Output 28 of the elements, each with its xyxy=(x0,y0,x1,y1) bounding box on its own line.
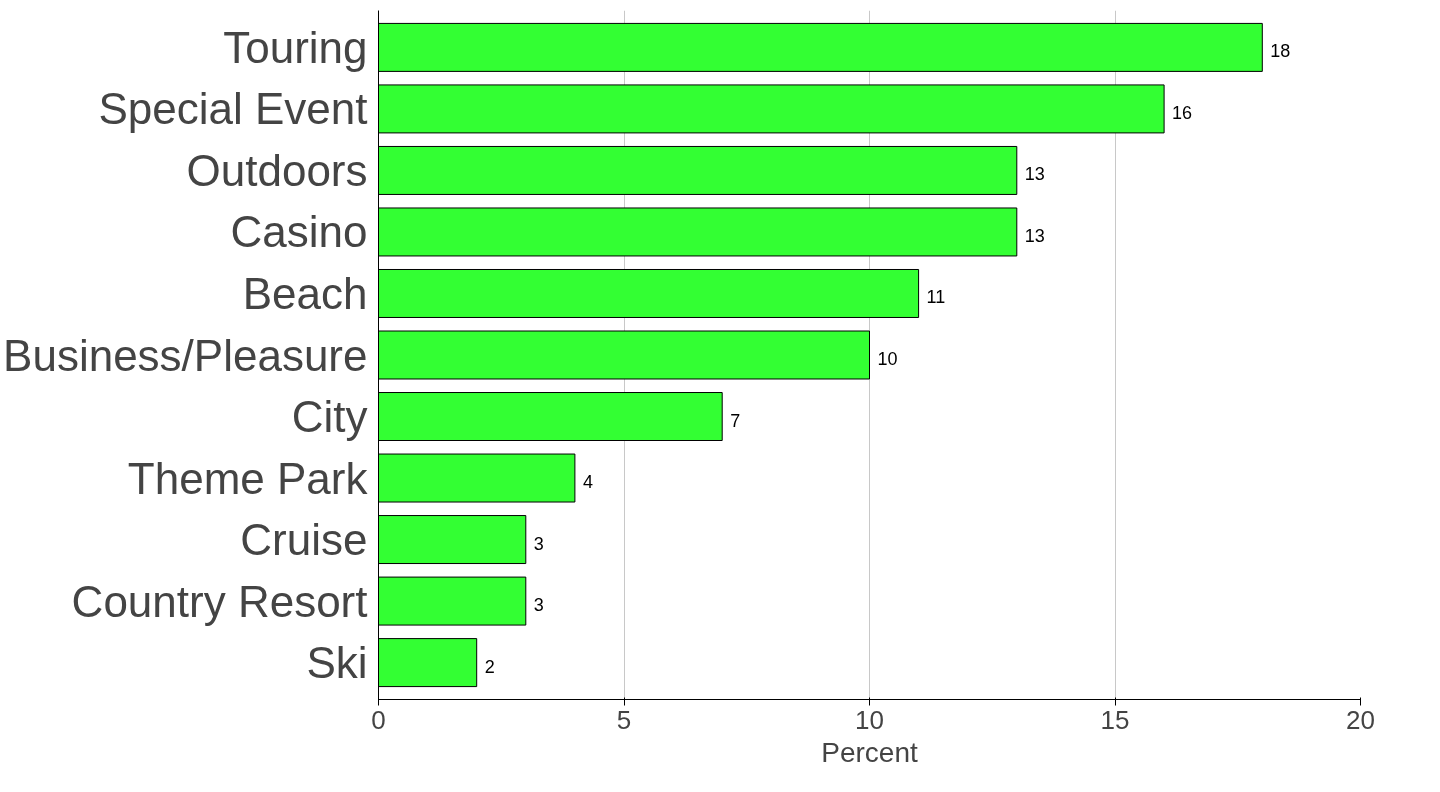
data-label: 11 xyxy=(926,287,946,308)
data-label: 13 xyxy=(1024,225,1045,246)
y-tick-label: Business/Pleasure xyxy=(3,330,368,380)
data-label: 7 xyxy=(730,410,741,431)
x-tick-label: 15 xyxy=(1100,704,1130,735)
x-tick-label: 10 xyxy=(855,704,884,735)
x-tick-label: 20 xyxy=(1346,704,1375,735)
data-label: 16 xyxy=(1172,102,1193,123)
y-tick-label: Touring xyxy=(223,22,368,72)
data-label: 10 xyxy=(877,349,898,369)
data-label: 2 xyxy=(484,656,495,677)
y-tick-label: City xyxy=(291,392,368,442)
x-axis-title: Percent xyxy=(821,736,918,768)
y-tick-label: Cruise xyxy=(240,515,368,565)
y-tick-label: Ski xyxy=(306,638,368,688)
y-tick-label: Country Resort xyxy=(71,576,368,626)
x-tick-label: 0 xyxy=(371,704,386,735)
data-label: 4 xyxy=(582,472,593,493)
data-label: 3 xyxy=(533,533,544,554)
y-tick-label: Beach xyxy=(242,268,368,318)
y-tick-label: Casino xyxy=(230,207,368,257)
data-label: 3 xyxy=(533,595,544,616)
y-tick-label: Theme Park xyxy=(127,453,369,503)
data-label: 13 xyxy=(1024,164,1045,185)
y-tick-label: Outdoors xyxy=(186,145,368,195)
data-label: 18 xyxy=(1270,41,1291,62)
x-tick-label: 5 xyxy=(616,704,632,735)
y-tick-label: Special Event xyxy=(98,84,368,134)
